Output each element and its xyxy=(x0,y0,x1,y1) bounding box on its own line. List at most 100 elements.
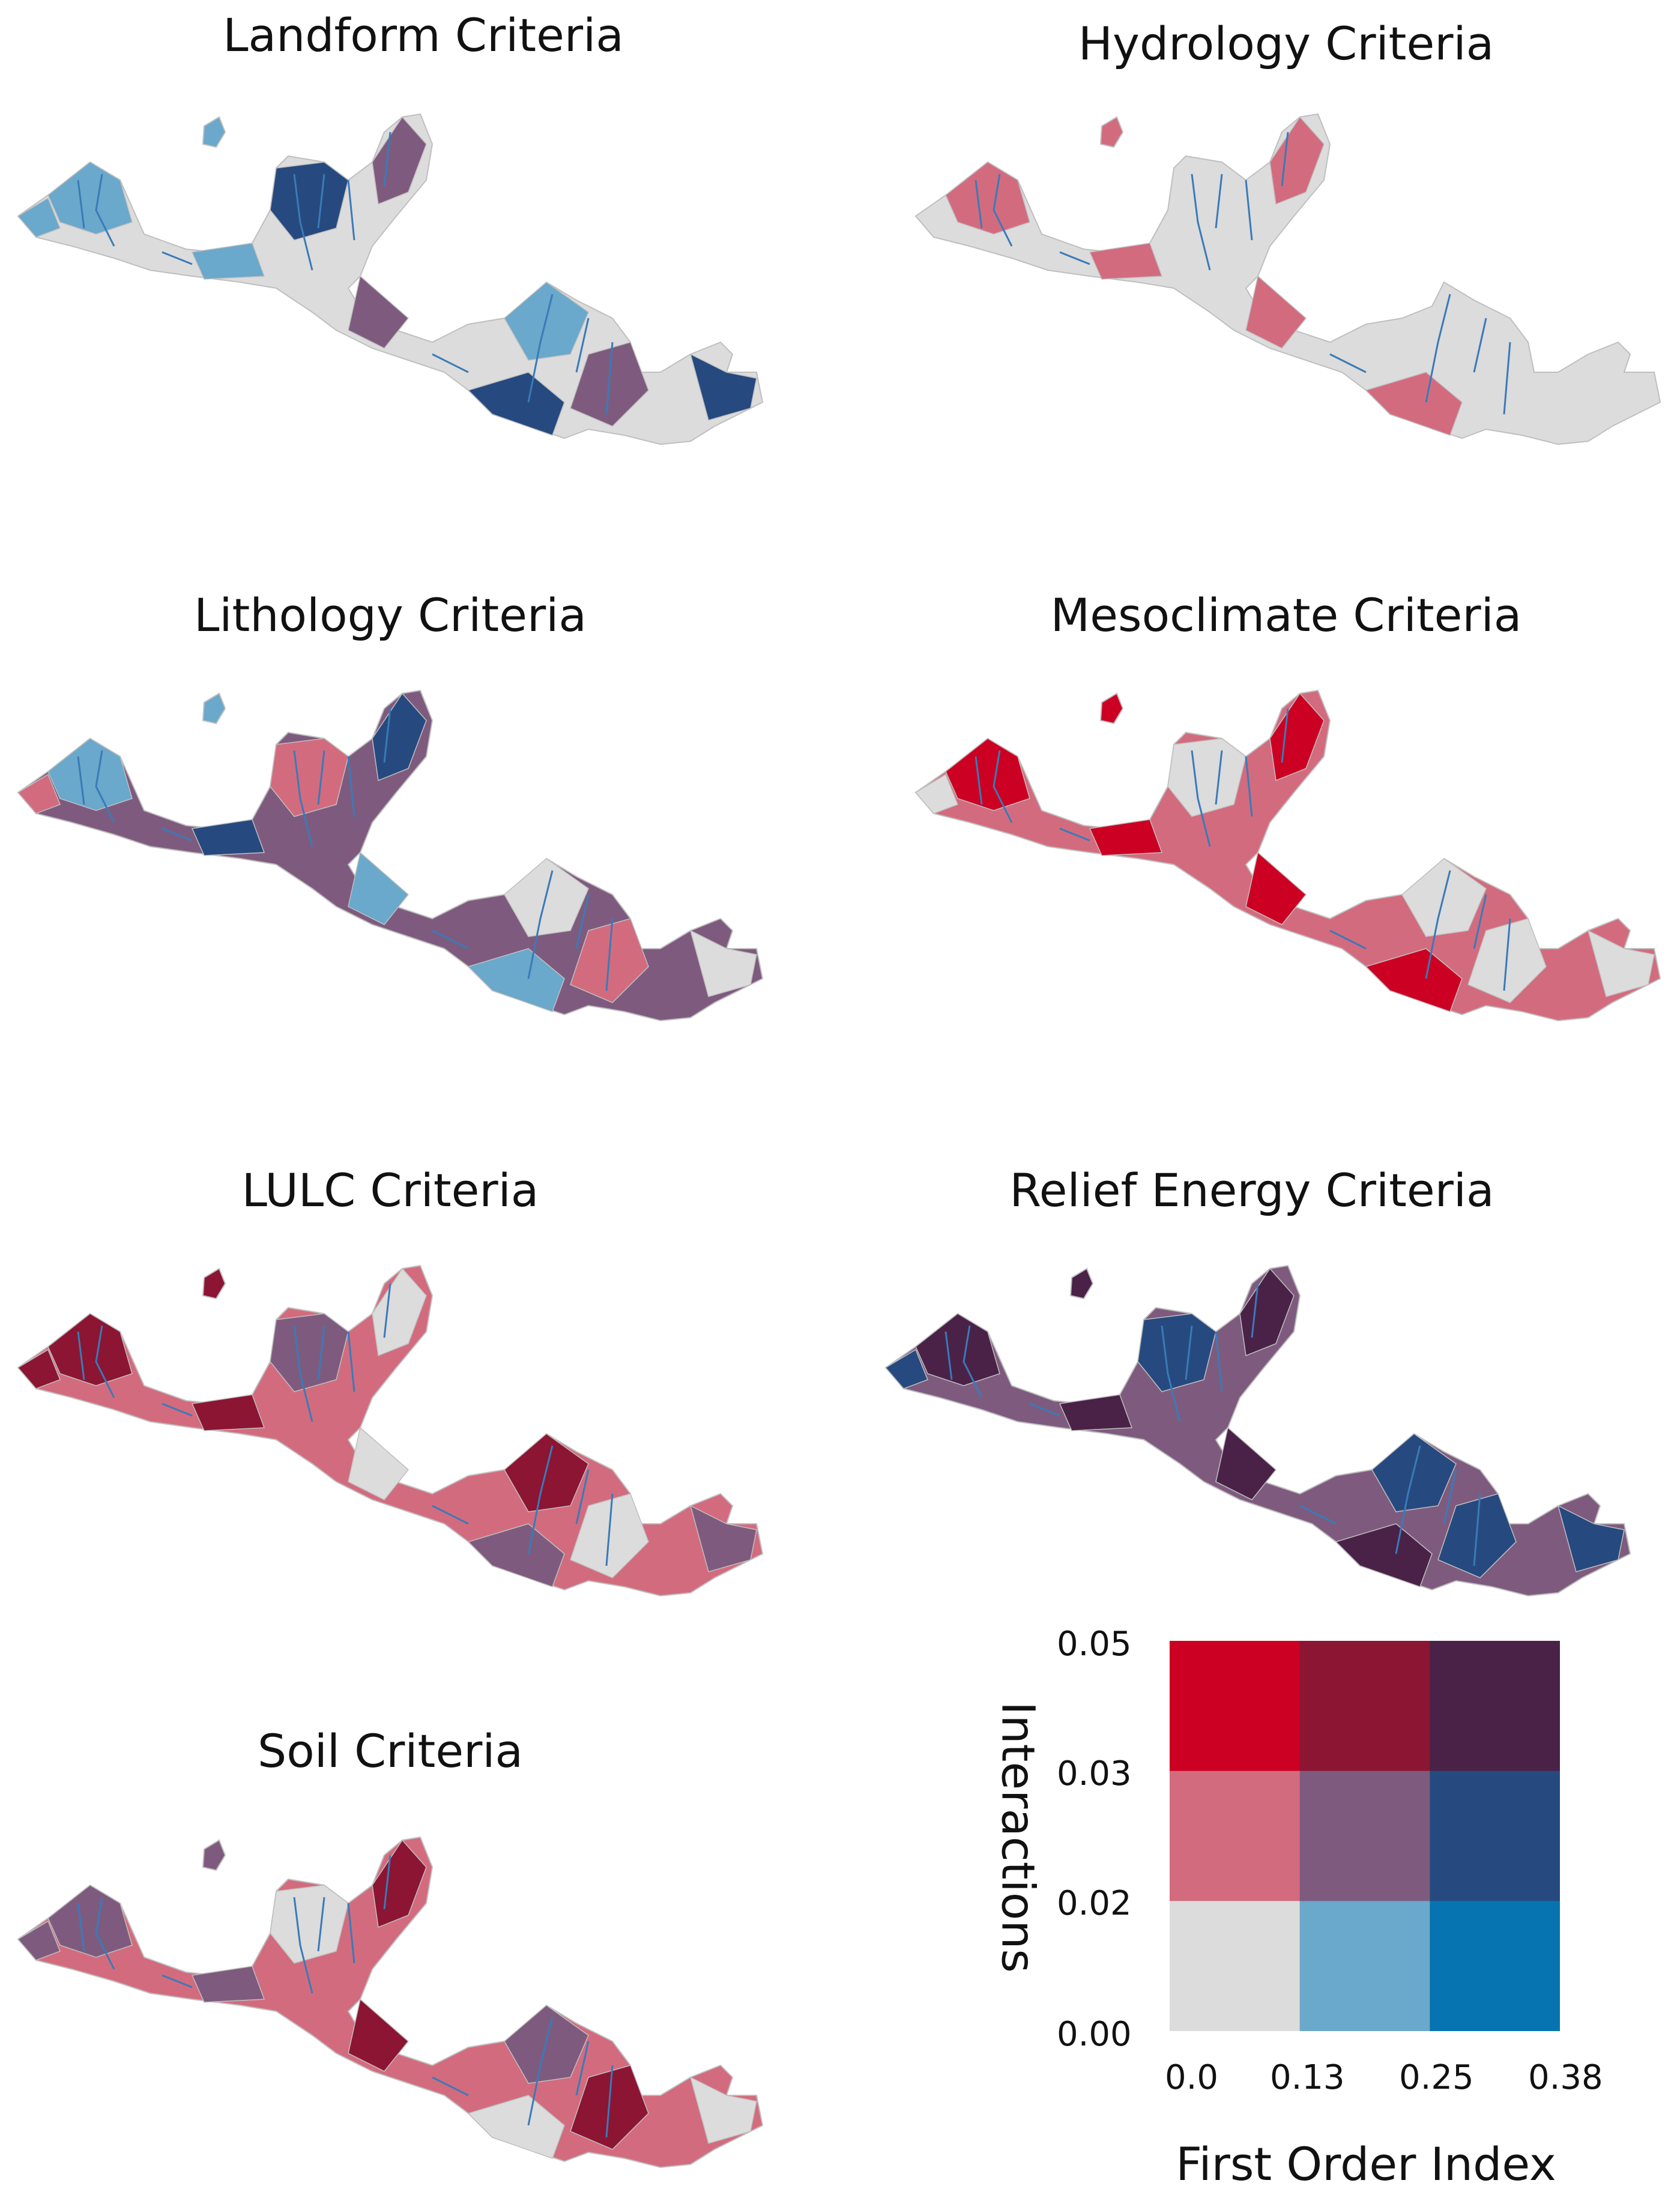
river-line xyxy=(1191,750,1211,847)
river-line xyxy=(162,251,193,265)
river-line xyxy=(1503,918,1511,991)
sub-basin-patch xyxy=(467,372,565,436)
river-line xyxy=(1473,318,1487,373)
panel-title-lithology: Lithology Criteria xyxy=(194,588,587,642)
legend-y-tick-2: 0.02 xyxy=(1057,1884,1132,1923)
river-line xyxy=(383,1283,391,1338)
legend-cell xyxy=(1299,1901,1430,2031)
sub-basin-patch xyxy=(1245,275,1307,349)
river-line xyxy=(95,1897,115,1970)
river-line xyxy=(527,1445,554,1554)
islet-area xyxy=(1099,116,1124,148)
sub-basin-patch xyxy=(270,1885,349,1964)
legend-cell xyxy=(1299,1771,1430,1901)
sub-basin-patch xyxy=(270,738,349,817)
river-line xyxy=(605,1493,614,1566)
legend-x-tick-3: 0.38 xyxy=(1528,2058,1603,2097)
sub-basin-patch xyxy=(1335,1523,1433,1587)
river-line xyxy=(1299,1505,1337,1525)
sub-basin-patch xyxy=(1365,372,1463,436)
river-line xyxy=(317,1325,325,1380)
sub-basin-patch xyxy=(1089,243,1163,280)
basin-area xyxy=(17,1836,764,2169)
islet-area xyxy=(1069,1267,1094,1300)
river-line xyxy=(293,174,313,271)
river-line xyxy=(432,353,469,373)
river-line xyxy=(317,1897,325,1952)
river-line xyxy=(347,1331,355,1392)
legend-grid xyxy=(1170,1641,1560,2031)
river-line xyxy=(1059,251,1090,265)
legend-y-tick-3: 0.00 xyxy=(1057,2015,1132,2054)
sub-basin-patch xyxy=(191,1966,265,2003)
islet-area xyxy=(202,1839,226,1871)
legend-cell xyxy=(1170,1771,1301,1901)
sub-basin-patch xyxy=(348,1998,409,2072)
sub-basin-patch xyxy=(467,948,565,1012)
map-mesoclimate xyxy=(914,689,1661,1022)
sub-basin-patch xyxy=(1059,1394,1133,1431)
river-line xyxy=(1059,827,1090,842)
river-line xyxy=(1215,750,1223,805)
islet-area xyxy=(202,116,226,148)
river-line xyxy=(347,180,355,241)
river-line xyxy=(1503,342,1511,415)
sub-basin-patch xyxy=(884,1348,928,1389)
basin-area xyxy=(17,113,764,445)
sub-basin-patch xyxy=(191,819,265,856)
panel-title-mesoclimate: Mesoclimate Criteria xyxy=(1050,588,1522,642)
river-line xyxy=(1329,929,1367,950)
sub-basin-patch xyxy=(372,692,427,782)
basin-area xyxy=(17,1264,764,1597)
river-line xyxy=(1425,294,1451,403)
river-line xyxy=(95,750,115,823)
legend-y-tick-1: 0.03 xyxy=(1057,1754,1132,1793)
legend-y-tick-0: 0.05 xyxy=(1057,1625,1132,1664)
river-line xyxy=(432,929,469,950)
river-line xyxy=(162,1974,193,1988)
legend-cell xyxy=(1170,1641,1301,1772)
sub-basin-patch xyxy=(1269,692,1325,782)
river-line xyxy=(527,870,554,979)
panel-title-lulc: LULC Criteria xyxy=(241,1164,539,1217)
river-line xyxy=(77,1331,85,1380)
river-line xyxy=(974,756,983,805)
sub-basin-patch xyxy=(47,1313,133,1386)
river-line xyxy=(162,827,193,842)
legend-cell xyxy=(1430,1771,1560,1901)
sub-basin-patch xyxy=(1269,116,1325,205)
river-line xyxy=(383,1855,391,1910)
map-soil xyxy=(17,1836,764,2169)
sub-basin-patch xyxy=(17,1348,61,1389)
river-line xyxy=(962,1325,983,1398)
river-line xyxy=(347,1903,355,1964)
sub-basin-patch xyxy=(1239,1267,1295,1357)
islet-area xyxy=(1099,692,1124,725)
river-line xyxy=(1245,756,1253,817)
sub-basin-patch xyxy=(348,275,409,349)
sub-basin-patch xyxy=(1587,929,1655,997)
sub-basin-patch xyxy=(1089,819,1163,856)
sub-basin-patch xyxy=(915,1313,1000,1386)
river-line xyxy=(293,750,313,847)
sub-basin-patch xyxy=(47,738,133,811)
river-line xyxy=(1443,1469,1457,1524)
sub-basin-patch xyxy=(372,1267,427,1357)
legend-x-tick-2: 0.25 xyxy=(1399,2058,1474,2097)
sub-basin-patch xyxy=(945,738,1030,811)
sub-basin-patch xyxy=(1365,948,1463,1012)
sub-basin-patch xyxy=(191,243,265,280)
river-line xyxy=(317,750,325,805)
river-line xyxy=(575,318,590,373)
legend-y-title: Interactions xyxy=(991,1701,1045,1973)
sub-basin-patch xyxy=(348,1427,409,1500)
river-line xyxy=(432,1505,469,1525)
river-line xyxy=(293,1897,313,1994)
river-line xyxy=(77,1903,85,1952)
river-line xyxy=(1185,1325,1193,1380)
river-line xyxy=(605,2065,614,2138)
river-line xyxy=(575,2041,590,2096)
river-line xyxy=(527,2017,554,2126)
sub-basin-patch xyxy=(914,773,958,814)
river-line xyxy=(605,342,614,415)
